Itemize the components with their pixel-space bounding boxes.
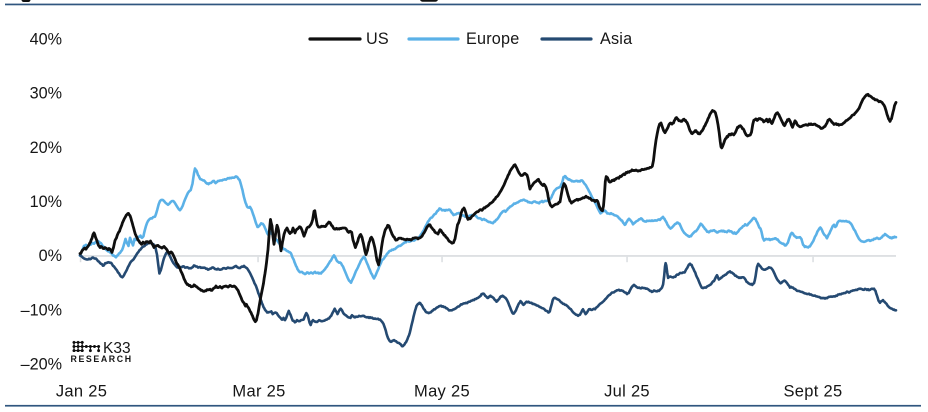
svg-text:10%: 10% [30, 193, 62, 211]
svg-text:30%: 30% [30, 85, 62, 103]
svg-text:Sept 25: Sept 25 [784, 382, 843, 400]
svg-text:Europe: Europe [466, 30, 519, 48]
svg-text:–20%: –20% [21, 355, 62, 373]
svg-text:–10%: –10% [21, 301, 62, 319]
svg-text:20%: 20% [30, 139, 62, 157]
svg-text:0%: 0% [39, 247, 62, 265]
svg-text:US: US [366, 30, 389, 48]
svg-text:Mar 25: Mar 25 [232, 382, 285, 400]
svg-text:K33: K33 [103, 340, 131, 357]
svg-text:May 25: May 25 [414, 382, 470, 400]
svg-text:RESEARCH: RESEARCH [71, 354, 133, 364]
svg-text:Asia: Asia [600, 30, 632, 48]
svg-text:Jul 25: Jul 25 [604, 382, 650, 400]
svg-text:40%: 40% [30, 31, 62, 49]
svg-text:Jan 25: Jan 25 [56, 382, 107, 400]
